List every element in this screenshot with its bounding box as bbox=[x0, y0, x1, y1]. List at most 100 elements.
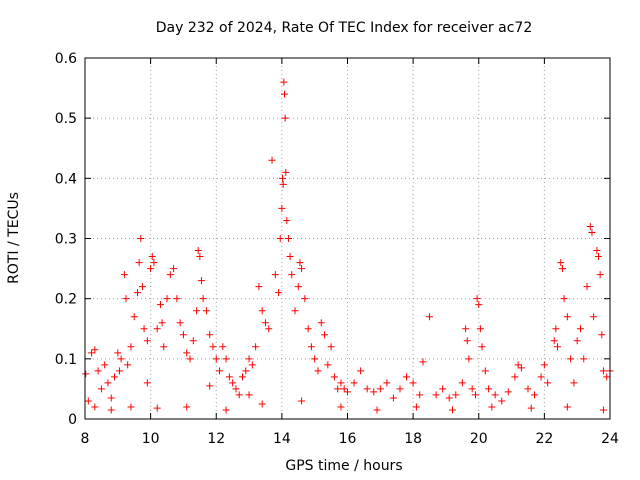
y-tick-label: 0.5 bbox=[55, 111, 77, 127]
data-point bbox=[357, 367, 365, 375]
data-point bbox=[194, 247, 202, 255]
data-point bbox=[473, 295, 481, 303]
data-point bbox=[573, 337, 581, 345]
data-point bbox=[576, 325, 584, 333]
data-point bbox=[537, 373, 545, 381]
data-point bbox=[183, 403, 191, 411]
data-point bbox=[458, 379, 466, 387]
data-point bbox=[111, 373, 119, 381]
data-point bbox=[595, 253, 603, 261]
data-point bbox=[276, 235, 284, 242]
data-point bbox=[314, 367, 322, 375]
y-tick-label: 0.4 bbox=[55, 171, 77, 187]
data-point bbox=[148, 253, 156, 261]
data-point bbox=[179, 331, 187, 339]
x-tick-label: 24 bbox=[601, 431, 619, 447]
data-point bbox=[212, 355, 220, 363]
data-point bbox=[321, 331, 329, 339]
data-point bbox=[475, 301, 483, 309]
data-point bbox=[82, 370, 90, 378]
data-point bbox=[245, 355, 253, 363]
data-point bbox=[258, 400, 266, 408]
data-point bbox=[452, 391, 460, 399]
data-point bbox=[590, 313, 598, 321]
data-point bbox=[222, 355, 230, 363]
data-point bbox=[511, 373, 519, 381]
data-point bbox=[586, 222, 594, 230]
data-point bbox=[286, 253, 294, 261]
data-point bbox=[558, 265, 566, 273]
data-point bbox=[127, 403, 135, 411]
data-point bbox=[593, 247, 601, 255]
data-point bbox=[376, 385, 384, 393]
y-axis-label: ROTI / TECUs bbox=[6, 192, 22, 284]
data-point bbox=[275, 289, 283, 297]
data-point bbox=[383, 379, 391, 387]
data-point bbox=[603, 373, 611, 381]
axis-ticks: 8 10 12 14 16 18 20 22 24 0 0.1 0.2 0.3 0.4 0.5 0.6 bbox=[55, 51, 619, 447]
data-point bbox=[599, 406, 607, 414]
x-tick-label: 16 bbox=[339, 431, 357, 447]
data-point bbox=[196, 253, 204, 261]
data-point bbox=[156, 301, 164, 309]
data-point bbox=[101, 361, 109, 369]
data-point bbox=[301, 295, 309, 303]
data-point bbox=[498, 397, 506, 405]
data-point bbox=[173, 295, 181, 303]
data-point bbox=[158, 319, 166, 327]
data-point bbox=[324, 361, 332, 369]
data-point bbox=[304, 325, 312, 333]
y-tick-label: 0.3 bbox=[55, 232, 77, 248]
data-point bbox=[557, 259, 565, 267]
data-point bbox=[130, 313, 138, 321]
data-point bbox=[261, 319, 269, 327]
data-point bbox=[580, 355, 588, 363]
data-point bbox=[294, 283, 302, 291]
data-point bbox=[504, 388, 512, 396]
data-point bbox=[491, 391, 499, 399]
data-point bbox=[552, 325, 560, 333]
data-point bbox=[327, 343, 335, 351]
data-point bbox=[373, 406, 381, 414]
x-tick-label: 20 bbox=[470, 431, 488, 447]
data-point bbox=[84, 397, 92, 405]
data-point bbox=[468, 385, 476, 393]
data-point bbox=[311, 355, 319, 363]
data-point bbox=[150, 259, 158, 267]
data-point bbox=[527, 404, 535, 412]
data-point bbox=[252, 343, 260, 351]
data-point bbox=[396, 385, 404, 393]
data-point bbox=[570, 379, 578, 387]
data-point bbox=[245, 391, 253, 399]
data-point bbox=[307, 343, 315, 351]
data-point bbox=[138, 283, 146, 291]
data-point bbox=[115, 367, 123, 375]
data-point bbox=[389, 394, 397, 402]
data-point bbox=[135, 259, 143, 267]
data-point bbox=[481, 367, 489, 375]
data-point bbox=[465, 355, 473, 363]
data-point bbox=[337, 403, 345, 411]
data-point bbox=[137, 235, 145, 242]
data-point bbox=[170, 265, 178, 273]
y-tick-label: 0.1 bbox=[55, 352, 77, 368]
data-point bbox=[563, 313, 571, 321]
data-point bbox=[488, 403, 496, 411]
data-point bbox=[298, 397, 306, 405]
x-axis-label: GPS time / hours bbox=[285, 458, 402, 474]
data-point bbox=[598, 331, 606, 339]
data-point bbox=[197, 277, 205, 285]
data-point bbox=[114, 349, 122, 357]
data-point bbox=[271, 271, 279, 279]
data-point bbox=[439, 385, 447, 393]
data-point bbox=[122, 295, 130, 303]
data-point bbox=[554, 343, 561, 351]
data-point bbox=[104, 379, 112, 387]
data-point bbox=[560, 295, 568, 303]
x-tick-label: 14 bbox=[273, 431, 291, 447]
data-point bbox=[153, 404, 161, 412]
data-point bbox=[117, 355, 125, 363]
x-tick-label: 10 bbox=[142, 431, 160, 447]
data-point bbox=[235, 391, 243, 399]
data-point bbox=[88, 349, 96, 357]
